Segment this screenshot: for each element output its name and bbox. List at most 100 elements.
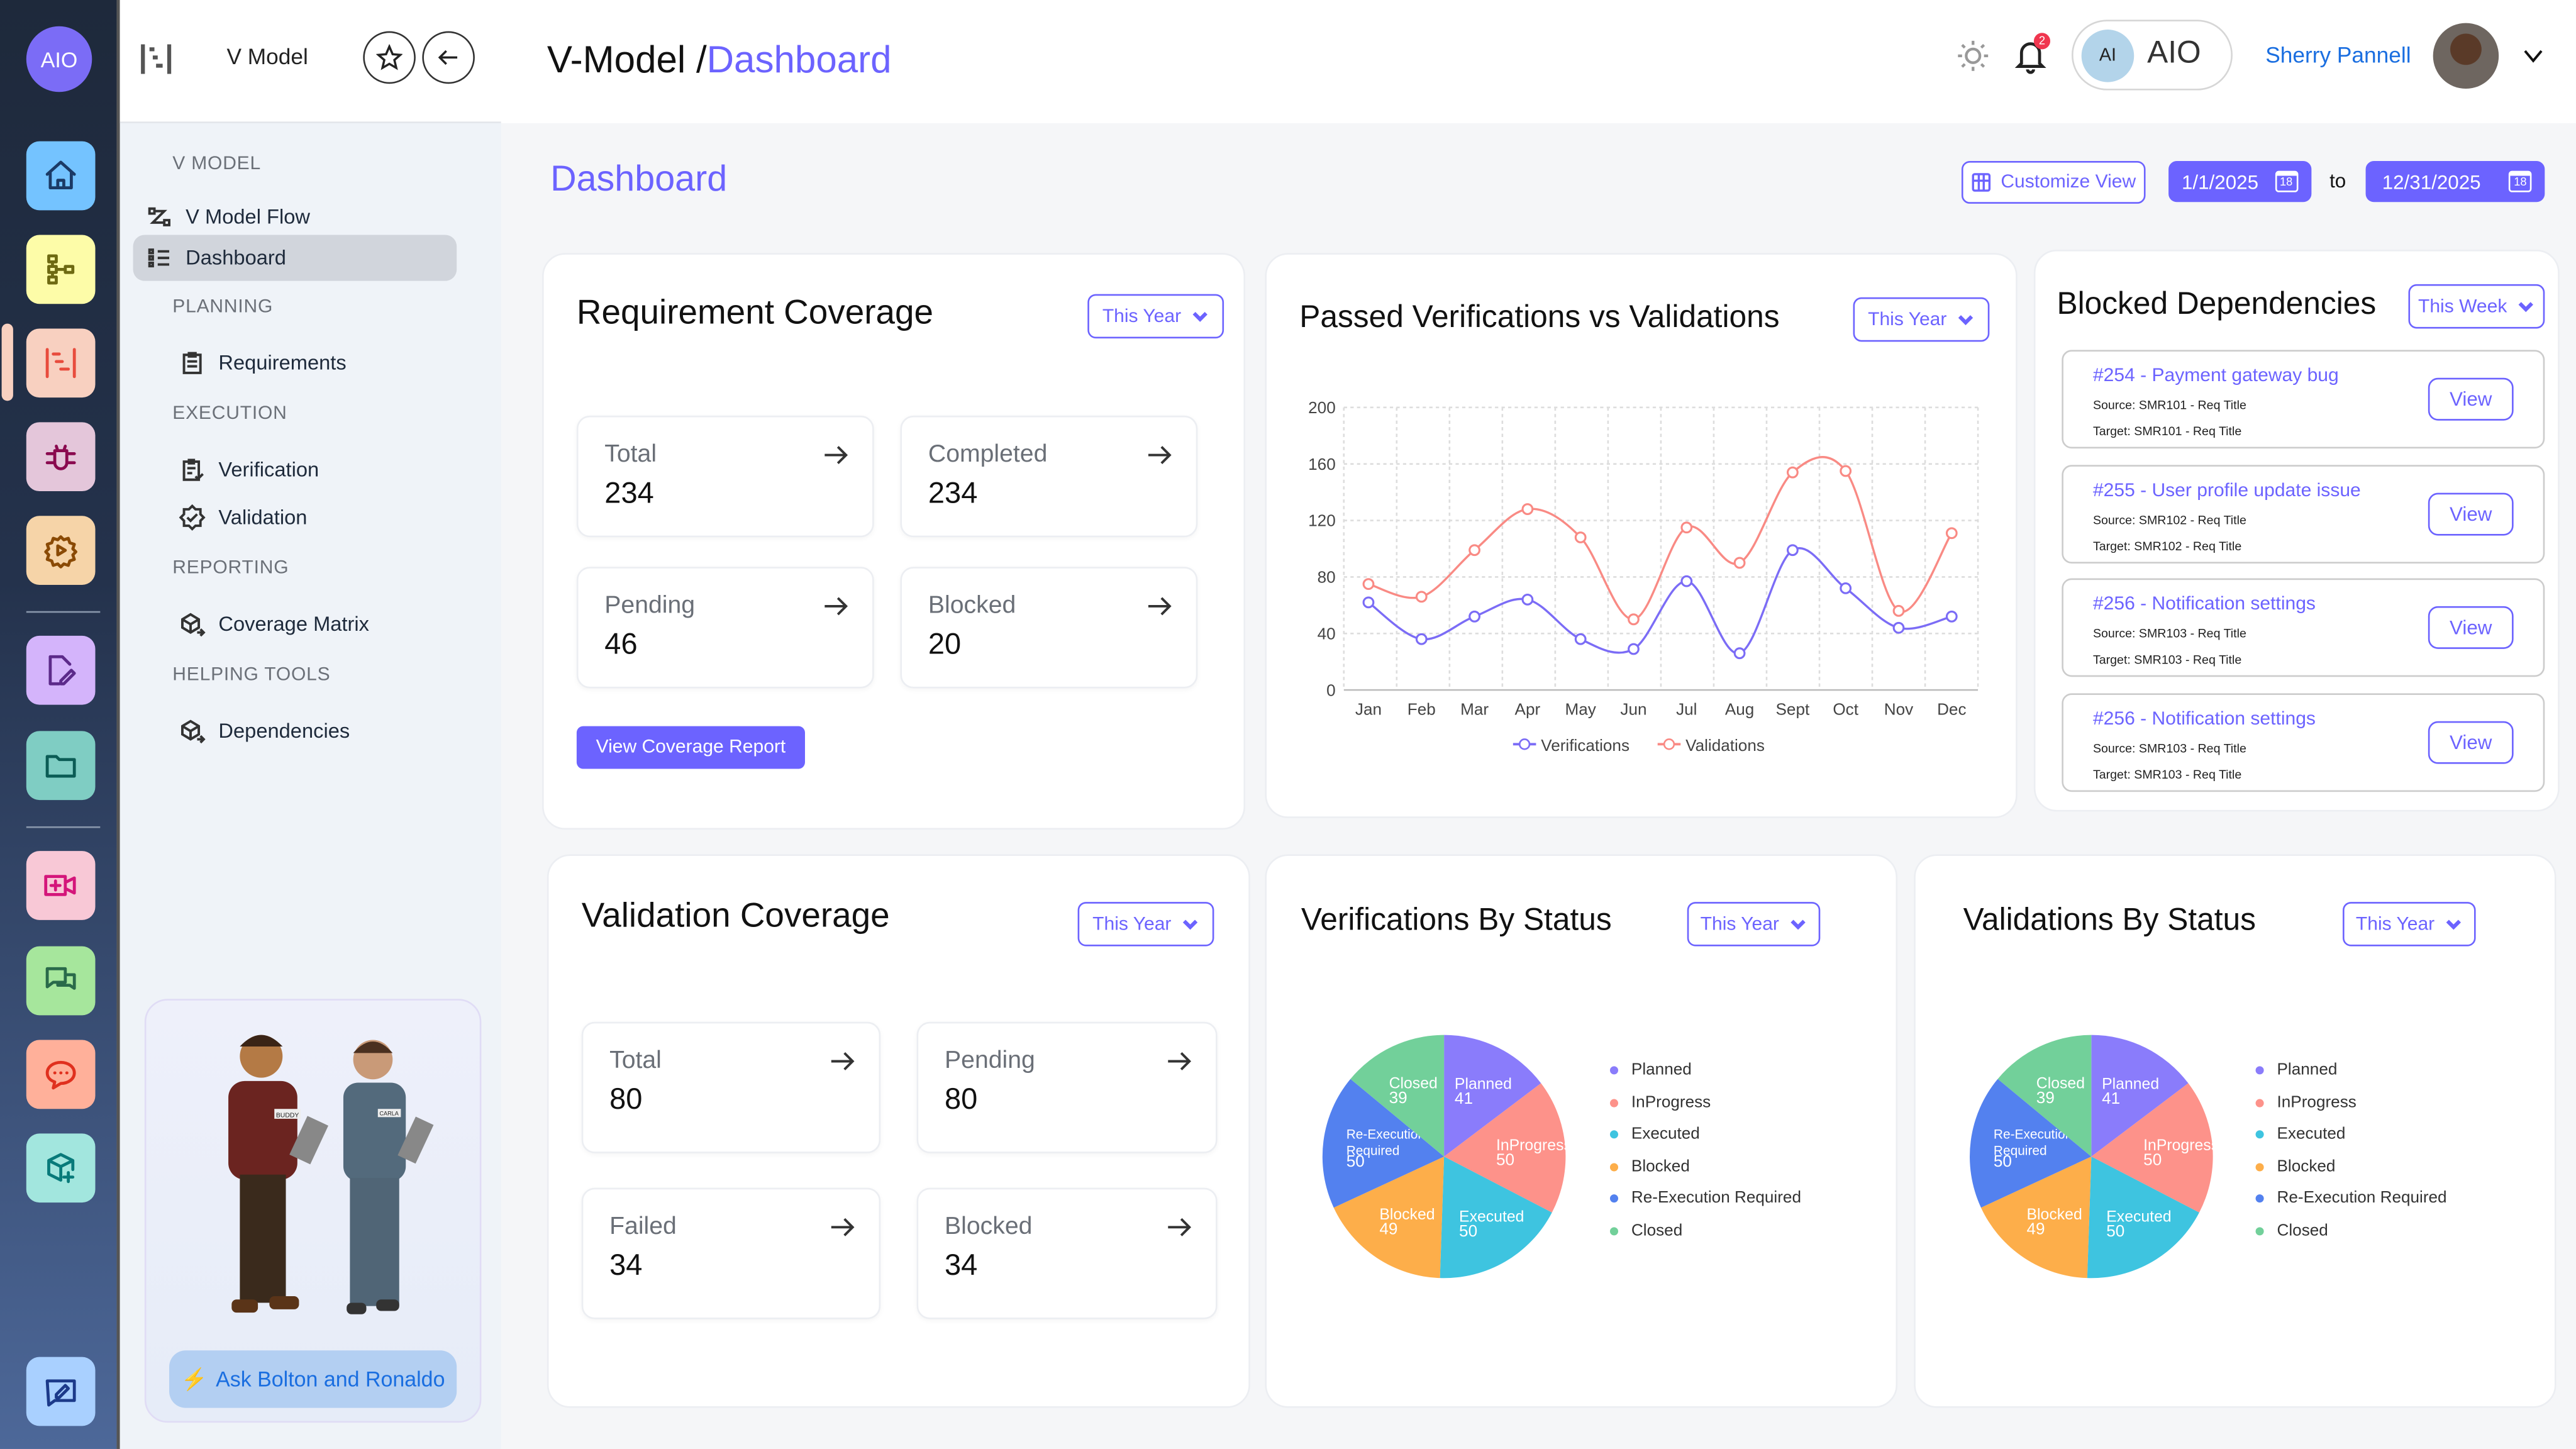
pie-slice-executed[interactable] <box>1440 1156 1552 1279</box>
legend-item-validations[interactable]: Validations <box>1657 736 1765 755</box>
rail-button-gear-play[interactable] <box>26 516 96 585</box>
pie-slice-blocked[interactable] <box>1333 1156 1445 1279</box>
dependency-source: Source: SMR103 - Req Title <box>2092 741 2246 756</box>
legend-item[interactable]: Closed <box>2255 1222 2328 1240</box>
rail-button-hierarchy[interactable] <box>26 235 96 304</box>
legend-item[interactable]: Closed <box>1609 1222 1683 1241</box>
legend-item[interactable]: Executed <box>2255 1126 2345 1144</box>
legend-item[interactable]: Executed <box>1609 1126 1700 1144</box>
pie-slice-re-execution-required[interactable] <box>1322 1079 1445 1208</box>
ai-assistant-toggle[interactable]: AI AIO <box>2071 19 2233 91</box>
pie-slice-inprogress[interactable] <box>1444 1083 1566 1213</box>
legend-marker <box>1663 738 1675 750</box>
validation-coverage-card: Validation Coverage This Year Total 80 Pen… <box>547 854 1250 1408</box>
aio-logo[interactable]: AIO <box>26 26 92 92</box>
period-filter-value: This Year <box>1700 914 1779 935</box>
user-avatar[interactable] <box>2433 23 2499 89</box>
notifications-button[interactable]: 2 <box>2012 33 2052 75</box>
legend-label: Verifications <box>1541 736 1629 755</box>
period-filter[interactable]: This Year <box>2342 902 2476 947</box>
sidebar-item-requirements[interactable]: Requirements <box>179 340 347 386</box>
date-to-value: 12/31/2025 <box>2382 170 2481 193</box>
pie-slice-closed[interactable] <box>1997 1035 2092 1157</box>
data-point-verifications <box>1468 610 1480 623</box>
legend-label: Closed <box>1631 1222 1683 1241</box>
view-button[interactable]: View <box>2428 606 2514 649</box>
stat-tile-pending[interactable]: Pending 80 <box>916 1021 1218 1153</box>
rail-button-v-model[interactable] <box>26 328 96 398</box>
arrow-right-icon <box>831 1052 855 1070</box>
rail-button-chat[interactable] <box>26 946 96 1016</box>
stat-tile-total[interactable]: Total 80 <box>581 1021 881 1153</box>
back-button[interactable] <box>422 31 475 84</box>
rail-button-message-dots[interactable] <box>26 1040 96 1109</box>
pie-slice-re-execution-required[interactable] <box>1970 1079 2092 1208</box>
favorite-button[interactable] <box>363 31 416 84</box>
customize-view-button[interactable]: Customize View <box>1961 160 2146 204</box>
sidebar-item-coverage-matrix[interactable]: Coverage Matrix <box>179 601 369 647</box>
legend-item-verifications[interactable]: Verifications <box>1513 736 1629 755</box>
legend-item[interactable]: Blocked <box>2255 1158 2335 1176</box>
chevron-down-icon[interactable] <box>2522 45 2545 68</box>
notification-count: 2 <box>2033 33 2051 50</box>
stat-tile-total[interactable]: Total 234 <box>576 415 874 538</box>
sidebar-item-verification[interactable]: Verification <box>179 447 319 493</box>
rail-button-file-edit[interactable] <box>26 635 96 705</box>
sidebar-item-dashboard[interactable]: Dashboard <box>133 235 457 281</box>
period-filter[interactable]: This Year <box>1087 294 1224 339</box>
pie-slice-inprogress[interactable] <box>2091 1083 2213 1213</box>
dependency-title[interactable]: #256 - Notification settings <box>2092 594 2316 614</box>
breadcrumb-parent[interactable]: V-Model / <box>547 38 707 80</box>
rail-button-bug[interactable] <box>26 422 96 492</box>
sidebar-item-validation[interactable]: Validation <box>179 494 307 540</box>
legend-item[interactable]: Planned <box>1609 1061 1692 1079</box>
date-to-picker[interactable]: 12/31/2025 18 <box>2365 160 2545 203</box>
top-bar: V-Model /Dashboard 2 AI AIO Sherry Panne… <box>501 0 2576 123</box>
period-filter[interactable]: This Year <box>1687 902 1821 947</box>
view-button[interactable]: View <box>2428 377 2514 421</box>
pie-slice-executed[interactable] <box>2087 1156 2199 1279</box>
pie-slice-planned[interactable] <box>1444 1035 1541 1157</box>
period-filter[interactable]: This Year <box>1077 902 1214 947</box>
data-point-validations <box>1521 503 1534 515</box>
legend-item[interactable]: Re-Execution Required <box>1609 1190 1801 1208</box>
stat-tile-blocked[interactable]: Blocked 34 <box>916 1187 1218 1319</box>
page-title: Dashboard <box>550 157 728 199</box>
view-button[interactable]: View <box>2428 492 2514 536</box>
view-coverage-report-button[interactable]: View Coverage Report <box>576 726 805 769</box>
period-filter[interactable]: This Year <box>1853 297 1990 342</box>
sun-icon[interactable] <box>1957 40 1989 72</box>
sidebar-item-v-model-flow[interactable]: V Model Flow <box>133 194 310 240</box>
legend-item[interactable]: InProgress <box>1609 1094 1711 1111</box>
stat-tile-completed[interactable]: Completed 234 <box>900 415 1198 538</box>
rail-button-home[interactable] <box>26 141 96 211</box>
pie-slice-blocked[interactable] <box>1980 1156 2092 1279</box>
legend-label: Re-Execution Required <box>2277 1190 2447 1208</box>
period-filter[interactable]: This Week <box>2408 284 2545 329</box>
dependency-title[interactable]: #255 - User profile update issue <box>2092 481 2361 501</box>
stat-tile-blocked[interactable]: Blocked 20 <box>900 567 1198 689</box>
rail-button-folder[interactable] <box>26 731 96 801</box>
sidebar-item-dependencies[interactable]: Dependencies <box>179 708 350 754</box>
data-point-validations <box>1680 521 1693 534</box>
legend-item[interactable]: InProgress <box>2255 1094 2357 1111</box>
sidebar-item-label: V Model Flow <box>186 205 311 229</box>
view-button[interactable]: View <box>2428 721 2514 764</box>
pie-slice-closed[interactable] <box>1350 1035 1445 1157</box>
user-name[interactable]: Sherry Pannell <box>2265 42 2411 68</box>
dependency-title[interactable]: #254 - Payment gateway bug <box>2092 366 2339 386</box>
rail-button-feedback[interactable] <box>26 1357 96 1426</box>
dependency-title[interactable]: #256 - Notification settings <box>2092 709 2316 730</box>
ask-assistant-button[interactable]: ⚡ Ask Bolton and Ronaldo <box>169 1350 457 1408</box>
stat-tile-pending[interactable]: Pending 46 <box>576 567 874 689</box>
pie-slice-planned[interactable] <box>2091 1035 2189 1157</box>
data-point-verifications <box>1362 596 1375 609</box>
legend-item[interactable]: Blocked <box>1609 1158 1690 1176</box>
legend-item[interactable]: Planned <box>2255 1061 2337 1079</box>
y-tick-label: 120 <box>1308 511 1336 530</box>
rail-button-video-add[interactable] <box>26 851 96 920</box>
stat-tile-failed[interactable]: Failed 34 <box>581 1187 881 1319</box>
legend-item[interactable]: Re-Execution Required <box>2255 1190 2447 1208</box>
rail-button-cube-add[interactable] <box>26 1133 96 1203</box>
date-from-picker[interactable]: 1/1/2025 18 <box>2168 160 2311 203</box>
